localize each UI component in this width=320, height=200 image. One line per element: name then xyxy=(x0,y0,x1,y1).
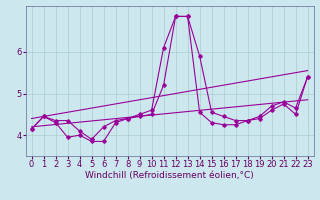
X-axis label: Windchill (Refroidissement éolien,°C): Windchill (Refroidissement éolien,°C) xyxy=(85,171,254,180)
